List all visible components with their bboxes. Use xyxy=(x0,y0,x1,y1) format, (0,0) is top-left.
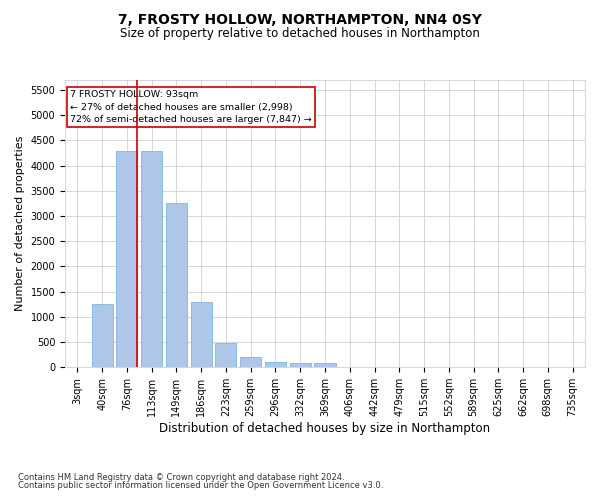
Y-axis label: Number of detached properties: Number of detached properties xyxy=(15,136,25,312)
Bar xyxy=(314,364,335,367)
Bar xyxy=(290,364,311,367)
Text: 7 FROSTY HOLLOW: 93sqm
← 27% of detached houses are smaller (2,998)
72% of semi-: 7 FROSTY HOLLOW: 93sqm ← 27% of detached… xyxy=(70,90,312,124)
Text: 7, FROSTY HOLLOW, NORTHAMPTON, NN4 0SY: 7, FROSTY HOLLOW, NORTHAMPTON, NN4 0SY xyxy=(118,12,482,26)
Bar xyxy=(240,357,261,367)
Text: Contains HM Land Registry data © Crown copyright and database right 2024.: Contains HM Land Registry data © Crown c… xyxy=(18,472,344,482)
Text: Contains public sector information licensed under the Open Government Licence v3: Contains public sector information licen… xyxy=(18,481,383,490)
Bar xyxy=(191,302,212,367)
Bar xyxy=(92,304,113,367)
Bar xyxy=(265,362,286,367)
Bar xyxy=(166,204,187,367)
Bar xyxy=(116,150,137,367)
X-axis label: Distribution of detached houses by size in Northampton: Distribution of detached houses by size … xyxy=(160,422,491,435)
Text: Size of property relative to detached houses in Northampton: Size of property relative to detached ho… xyxy=(120,28,480,40)
Bar xyxy=(215,343,236,367)
Bar xyxy=(141,150,162,367)
